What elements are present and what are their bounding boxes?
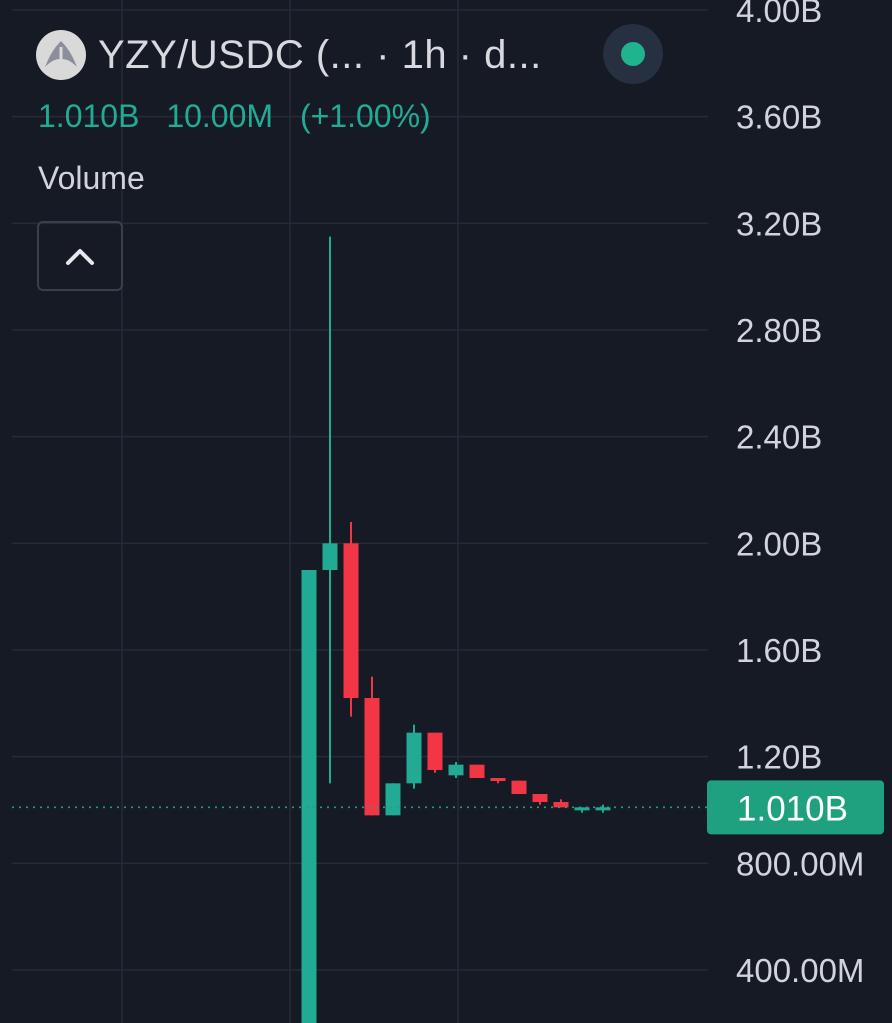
candle-body [322,543,338,570]
y-axis-tick-label: 800.00M [736,845,864,882]
y-axis-tick-label: 2.00B [736,525,822,562]
candle-body [406,732,422,784]
legend-header: YZY/USDC (... · 1h · d... [36,30,542,80]
y-axis-tick-label: 1.20B [736,739,822,776]
chevron-up-icon [66,249,94,265]
last-price-tag [707,780,884,835]
candle-body [469,764,485,778]
candle-body [532,794,548,802]
y-axis-tick-label: 4.00B [736,0,822,29]
candle-body [490,778,506,781]
live-status-dot-icon [621,42,645,66]
y-axis-tick-label: 3.20B [736,205,822,242]
candle-body [553,802,569,808]
candle-body [427,732,443,770]
candle-body [448,764,464,776]
candle-body [301,570,317,1023]
candle-body [343,543,359,698]
token-logo-icon [36,30,86,80]
candle-body [595,807,611,811]
y-axis-tick-label: 2.40B [736,419,822,456]
live-status-indicator[interactable] [603,24,663,84]
symbol-title[interactable]: YZY/USDC (... · 1h · d... [98,32,542,77]
y-axis-tick-label: 2.80B [736,312,822,349]
y-axis-tick-label: 400.00M [736,952,864,989]
candle-body [385,783,401,816]
y-axis-tick-label: 1.60B [736,632,822,669]
candle-body [574,807,590,811]
candle-body [364,698,380,816]
last-price-tag-label: 1.010B [737,789,848,828]
volume-study-label[interactable]: Volume [38,160,145,196]
candle-body [511,780,527,794]
collapse-legend-button[interactable] [37,221,123,291]
y-axis-tick-label: 3.60B [736,99,822,136]
